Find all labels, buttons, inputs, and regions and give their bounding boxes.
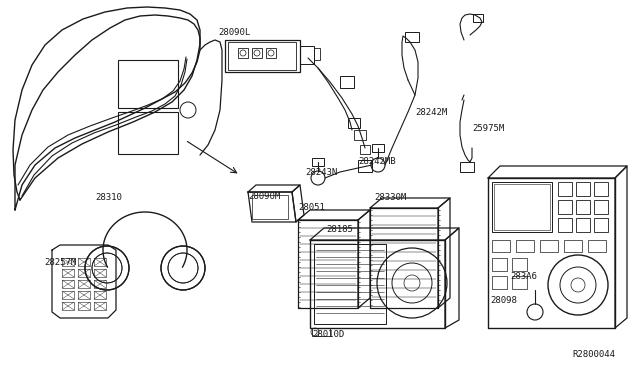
- Bar: [594, 200, 608, 214]
- Bar: [314, 244, 386, 324]
- Bar: [252, 48, 262, 58]
- Text: 28098: 28098: [490, 296, 517, 305]
- Bar: [372, 144, 384, 152]
- Text: 28090M: 28090M: [248, 192, 280, 201]
- Bar: [312, 328, 330, 336]
- Bar: [118, 112, 178, 154]
- Bar: [558, 218, 572, 232]
- Bar: [310, 240, 445, 328]
- Bar: [576, 200, 590, 214]
- Text: 28330M: 28330M: [374, 193, 406, 202]
- Bar: [78, 269, 90, 277]
- Bar: [118, 60, 178, 108]
- Bar: [576, 218, 590, 232]
- Bar: [564, 240, 582, 252]
- Bar: [62, 269, 74, 277]
- Bar: [312, 158, 324, 166]
- Bar: [540, 240, 558, 252]
- Bar: [94, 269, 106, 277]
- Text: 28257M: 28257M: [44, 258, 76, 267]
- Bar: [78, 291, 90, 299]
- Bar: [94, 291, 106, 299]
- Bar: [78, 280, 90, 288]
- Bar: [558, 182, 572, 196]
- Text: 283A6: 283A6: [510, 272, 537, 281]
- Bar: [576, 182, 590, 196]
- Bar: [62, 291, 74, 299]
- Bar: [460, 162, 474, 172]
- Bar: [492, 182, 552, 232]
- Text: 28010D: 28010D: [312, 330, 344, 339]
- Bar: [252, 195, 288, 219]
- Bar: [94, 302, 106, 310]
- Bar: [492, 276, 507, 289]
- Text: 28051: 28051: [298, 203, 325, 212]
- Bar: [588, 240, 606, 252]
- Bar: [94, 258, 106, 266]
- Bar: [494, 184, 550, 230]
- Bar: [228, 42, 296, 70]
- Text: R2800044: R2800044: [572, 350, 615, 359]
- Bar: [354, 130, 366, 140]
- Bar: [492, 240, 510, 252]
- Bar: [78, 302, 90, 310]
- Bar: [348, 118, 360, 128]
- Bar: [594, 182, 608, 196]
- Bar: [300, 46, 314, 64]
- Text: 28242M: 28242M: [415, 108, 447, 117]
- Bar: [512, 258, 527, 271]
- Bar: [94, 280, 106, 288]
- Bar: [62, 302, 74, 310]
- Text: 28242MB: 28242MB: [358, 157, 396, 166]
- Bar: [358, 160, 372, 172]
- Text: 28090L: 28090L: [218, 28, 250, 37]
- Text: 28310: 28310: [95, 193, 122, 202]
- Bar: [594, 218, 608, 232]
- Bar: [225, 40, 300, 72]
- Bar: [62, 280, 74, 288]
- Bar: [405, 32, 419, 42]
- Bar: [512, 276, 527, 289]
- Bar: [238, 48, 248, 58]
- Bar: [340, 76, 354, 88]
- Bar: [62, 258, 74, 266]
- Bar: [492, 258, 507, 271]
- Bar: [314, 48, 320, 60]
- Bar: [473, 14, 483, 22]
- Bar: [558, 200, 572, 214]
- Text: 25975M: 25975M: [472, 124, 504, 133]
- Bar: [266, 48, 276, 58]
- Text: 28185: 28185: [326, 225, 353, 234]
- Bar: [78, 258, 90, 266]
- Text: 28243N: 28243N: [305, 168, 337, 177]
- Bar: [516, 240, 534, 252]
- Bar: [360, 145, 370, 154]
